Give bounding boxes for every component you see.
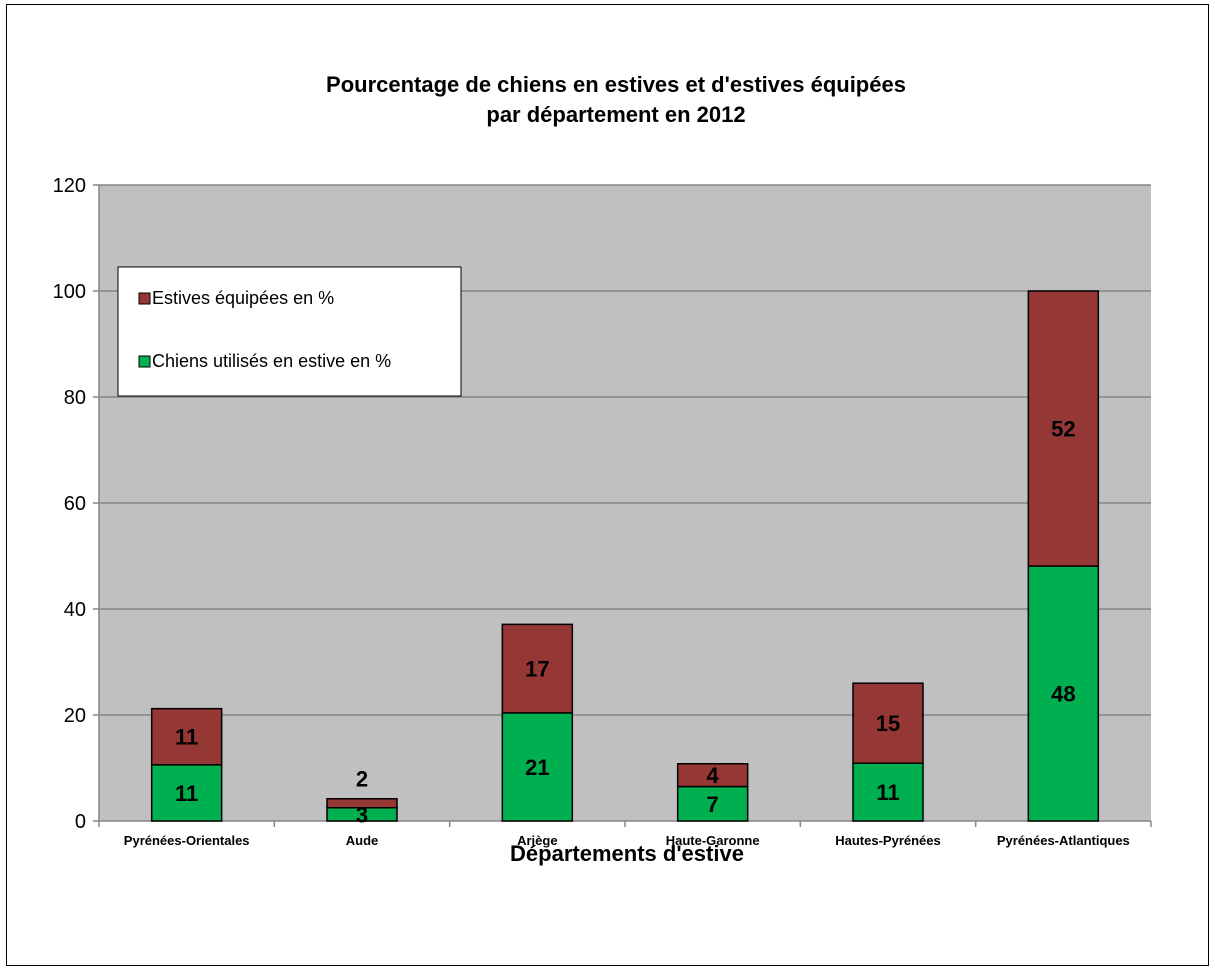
data-label: 52 [1051,417,1075,442]
x-tick-label: Haute-Garonne [666,833,760,848]
y-tick-label: 100 [53,281,86,303]
legend: Estives équipées en % Chiens utilisés en … [117,266,462,397]
bar-segment [676,763,749,788]
bar-segment [150,764,223,822]
x-axis-label: Départements d'estive [510,841,744,866]
data-label: 17 [525,657,549,682]
bar-segment [1027,565,1100,822]
legend-swatch [138,292,151,305]
data-label: 11 [175,725,198,750]
data-labels: 11 11 3 2 21 17 7 4 11 15 48 52 [175,417,1076,828]
legend-label: Estives équipées en % [152,288,334,308]
gridlines [99,184,1151,716]
data-label: 11 [876,780,899,805]
x-tick-label: Hautes-Pyrénées [835,833,941,848]
legend-label: Chiens utilisés en estive en % [152,351,391,371]
bar-segment [852,682,924,764]
y-axis: 0 20 40 60 80 100 120 [53,175,100,833]
data-label: 2 [356,767,368,792]
data-label: 48 [1051,682,1075,707]
x-axis: Pyrénées-Orientales Aude Ariège Haute-Garon… [98,820,1152,848]
y-tick-label: 80 [64,387,86,409]
bar-segment [150,707,223,766]
bar-segment [326,797,398,809]
data-label: 4 [707,763,720,788]
bar-segment [1027,290,1100,567]
chart-title-line2: par département en 2012 [486,102,745,127]
data-label: 11 [175,781,198,806]
data-label: 3 [356,802,368,827]
chart-title-line1: Pourcentage de chiens en estives et d'es… [326,72,906,97]
bars [150,290,1100,822]
y-tick-label: 20 [64,705,86,727]
data-label: 21 [525,755,549,780]
y-tick-label: 0 [75,811,86,833]
legend-box [117,266,462,397]
x-tick-label: Aude [346,833,379,848]
x-tick-label: Pyrénées-Atlantiques [997,833,1130,848]
bar-segment [501,712,574,822]
x-tick-label: Pyrénées-Orientales [124,833,250,848]
y-tick-label: 60 [64,493,86,515]
y-tick-label: 40 [64,599,86,621]
y-tick-label: 120 [53,175,86,197]
x-tick-label: Ariège [517,833,557,848]
data-label: 7 [707,792,719,817]
bar-segment [501,623,574,714]
data-label: 15 [876,711,900,736]
bar-segment [676,785,749,822]
legend-swatch [138,355,151,368]
